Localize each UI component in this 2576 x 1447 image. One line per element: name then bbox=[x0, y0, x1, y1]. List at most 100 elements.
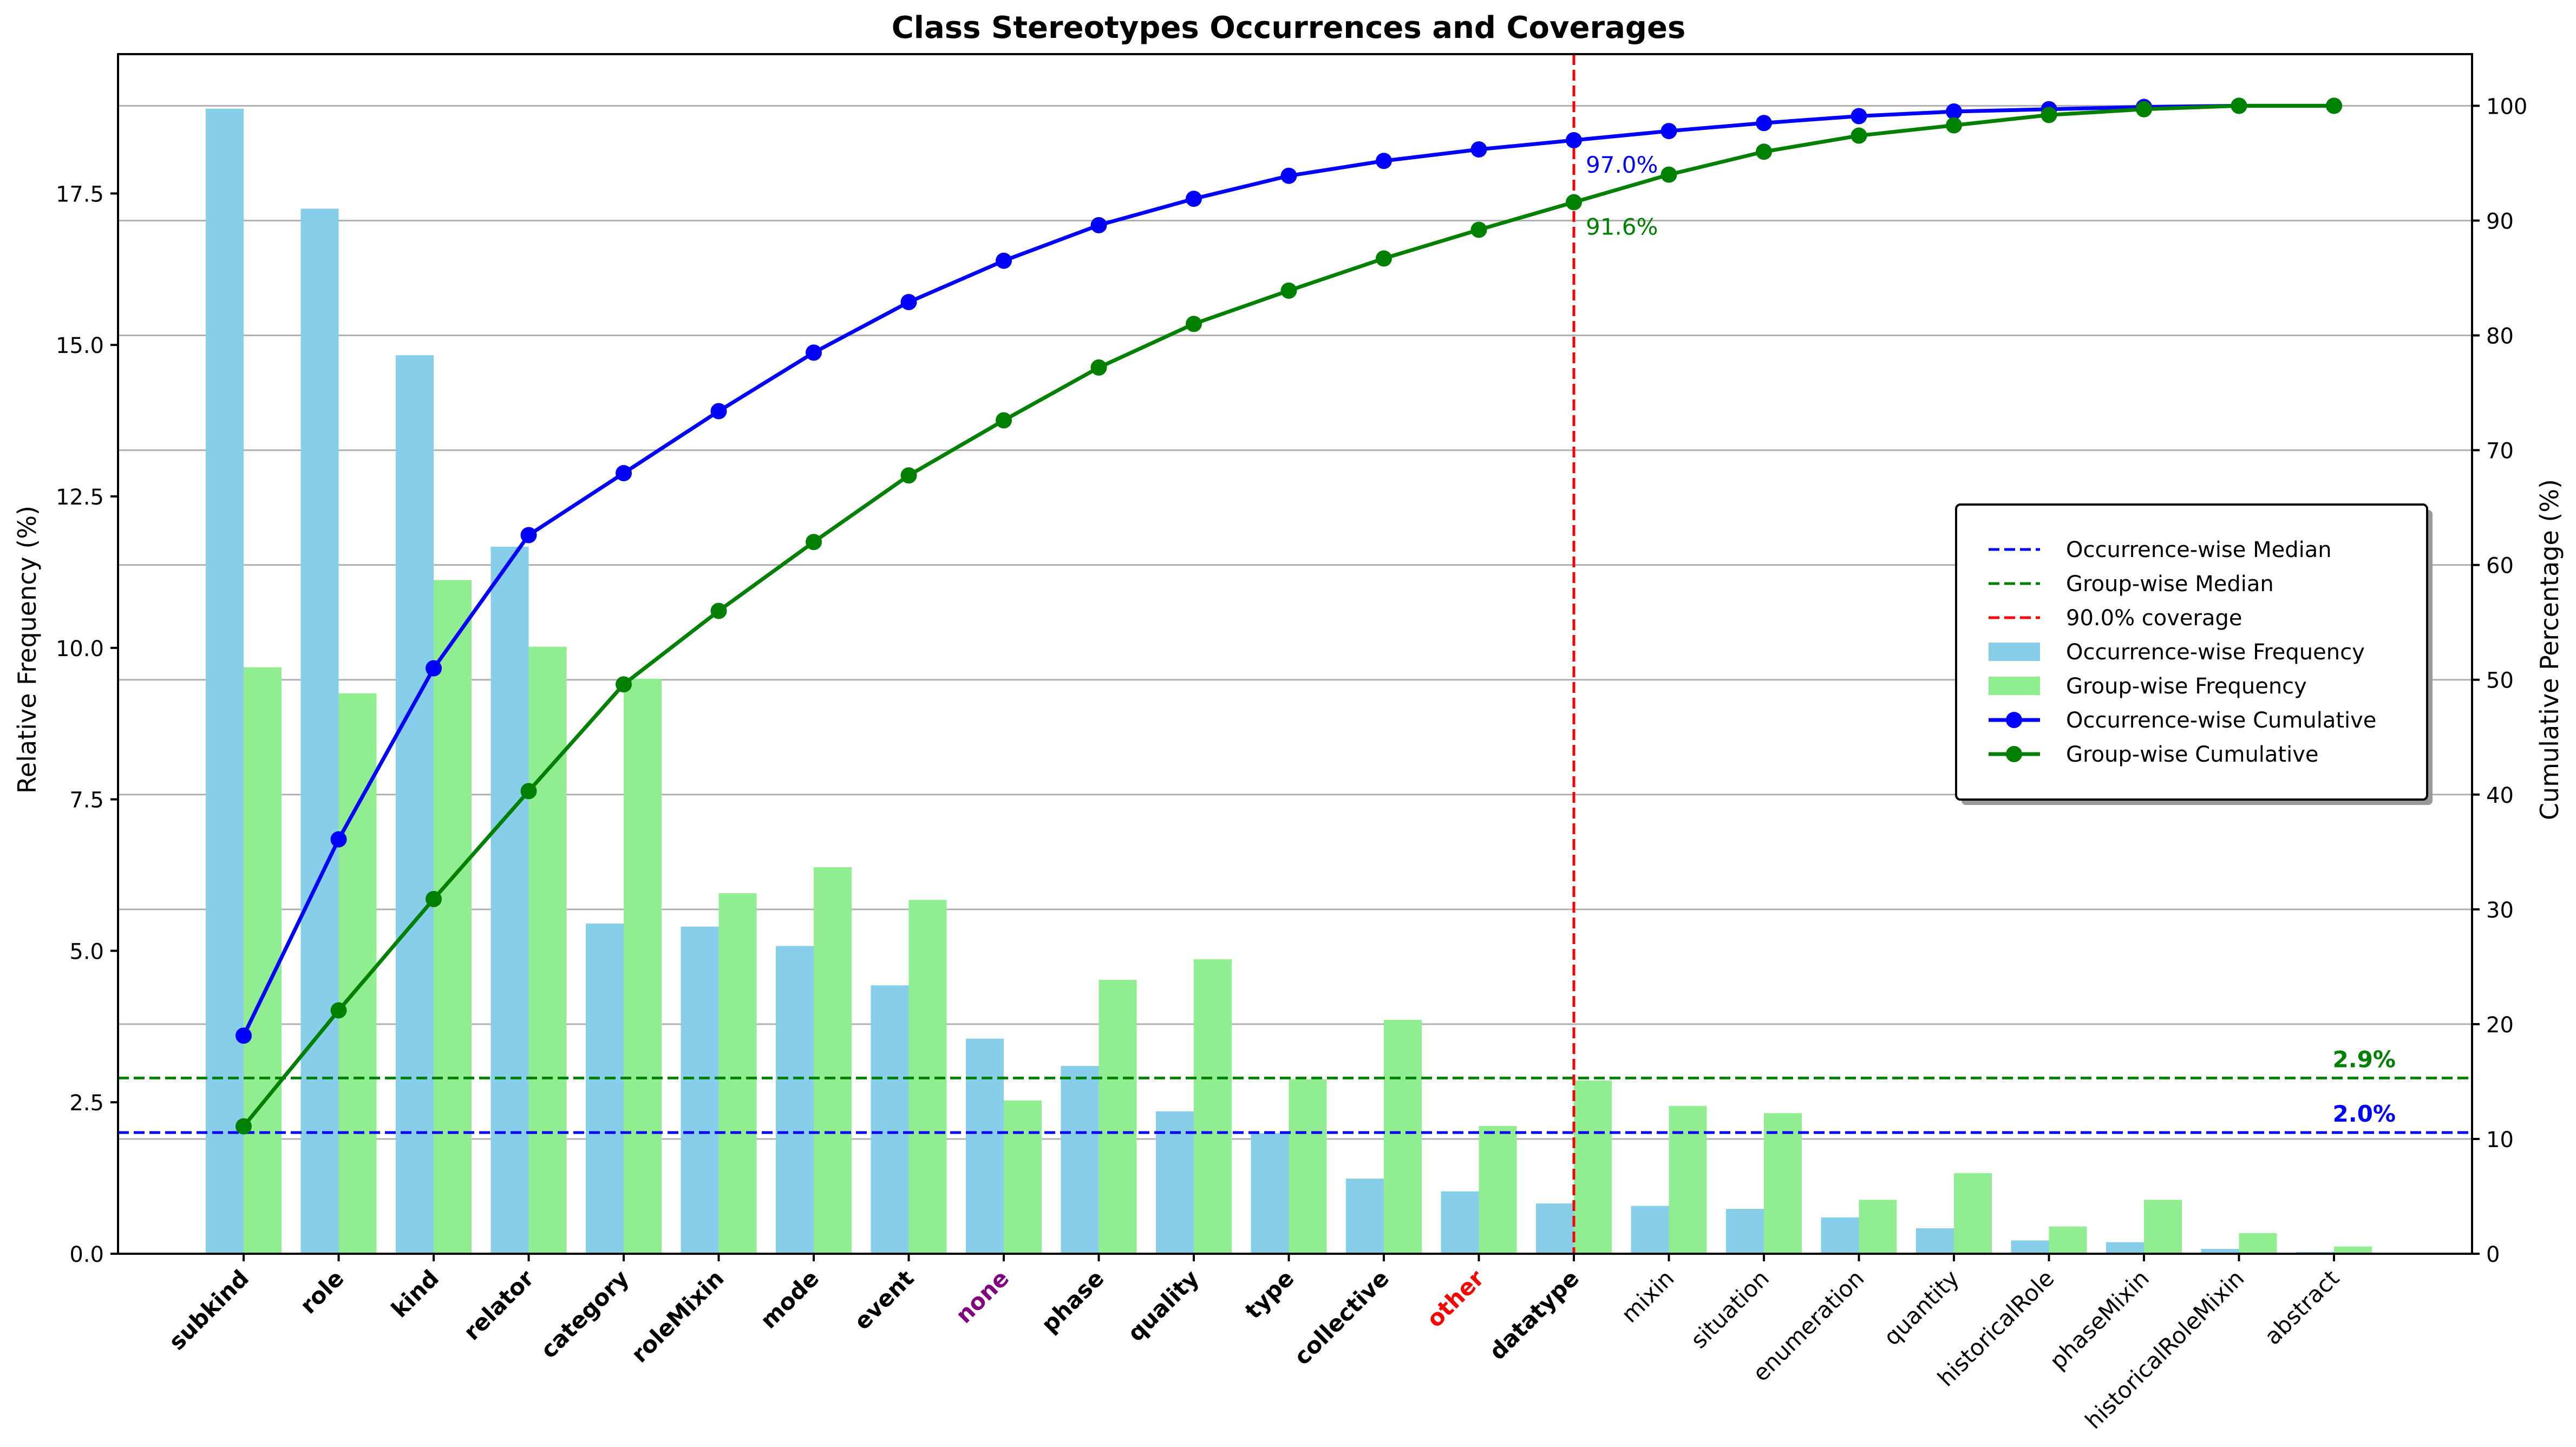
bar-occurrence-roleMixin bbox=[681, 926, 719, 1254]
bar-occurrence-historicalRoleMixin bbox=[2201, 1249, 2239, 1254]
point-occurrence-subkind bbox=[236, 1027, 252, 1044]
bar-group-phaseMixin bbox=[2144, 1200, 2182, 1254]
point-group-historicalRoleMixin bbox=[2231, 97, 2247, 114]
y2-tick-label: 100 bbox=[2486, 94, 2527, 119]
bar-occurrence-enumeration bbox=[1821, 1217, 1859, 1254]
bar-occurrence-historicalRole bbox=[2011, 1240, 2049, 1254]
reference-lines-layer: 2.0% 2.9% bbox=[118, 54, 2472, 1254]
plot-frame bbox=[117, 53, 2473, 1255]
y-tick-label: 15.0 bbox=[56, 333, 104, 358]
bar-occurrence-type bbox=[1251, 1133, 1289, 1254]
point-group-phase bbox=[1090, 359, 1107, 376]
bar-occurrence-kind bbox=[396, 355, 434, 1254]
y2-tick-label: 10 bbox=[2486, 1128, 2514, 1153]
point-occurrence-none bbox=[996, 252, 1012, 269]
bar-occurrence-phaseMixin bbox=[2106, 1242, 2144, 1254]
y-tick-label: 12.5 bbox=[56, 485, 104, 510]
bar-occurrence-situation bbox=[1726, 1209, 1764, 1254]
point-group-kind bbox=[426, 891, 442, 907]
reference-label: 2.9% bbox=[2333, 1046, 2396, 1072]
point-group-phaseMixin bbox=[2136, 101, 2152, 117]
legend-label: Occurrence-wise Median bbox=[2066, 538, 2332, 562]
legend-marker bbox=[1989, 643, 2040, 661]
bar-occurrence-category bbox=[586, 924, 624, 1254]
annotation-label: 97.0% bbox=[1586, 152, 1658, 178]
point-occurrence-phase bbox=[1090, 217, 1107, 233]
point-occurrence-situation bbox=[1756, 115, 1772, 132]
bar-group-roleMixin bbox=[718, 893, 757, 1254]
bar-occurrence-subkind bbox=[206, 108, 244, 1254]
y2-tick-label: 80 bbox=[2486, 324, 2514, 349]
bar-group-mode bbox=[814, 867, 852, 1254]
y-tick-label: 5.0 bbox=[69, 939, 104, 964]
point-occurrence-event bbox=[900, 294, 917, 311]
bar-group-none bbox=[1004, 1100, 1042, 1254]
bar-group-other bbox=[1479, 1125, 1517, 1254]
bar-group-type bbox=[1289, 1079, 1327, 1254]
point-group-type bbox=[1280, 282, 1297, 299]
cumulative-lines-layer: 97.0% 91.6% bbox=[236, 97, 2342, 1135]
bar-group-subkind bbox=[244, 667, 282, 1254]
bar-occurrence-mixin bbox=[1631, 1206, 1669, 1254]
bar-occurrence-relator bbox=[491, 546, 529, 1254]
point-occurrence-mixin bbox=[1660, 123, 1677, 140]
y-tick-label: 2.5 bbox=[69, 1091, 104, 1116]
bar-occurrence-datatype bbox=[1536, 1203, 1574, 1254]
bar-group-situation bbox=[1764, 1113, 1802, 1254]
reference-label: 2.0% bbox=[2333, 1101, 2396, 1127]
y2-tick-label: 0 bbox=[2486, 1242, 2500, 1267]
bar-group-mixin bbox=[1669, 1105, 1707, 1254]
point-group-enumeration bbox=[1851, 127, 1867, 144]
legend-marker-dot bbox=[2006, 712, 2022, 728]
bar-group-relator bbox=[528, 646, 567, 1254]
legend-label: 90.0% coverage bbox=[2066, 606, 2242, 631]
bar-group-quantity bbox=[1954, 1173, 1992, 1254]
bar-group-phase bbox=[1099, 980, 1137, 1254]
point-group-abstract bbox=[2326, 97, 2342, 114]
point-occurrence-quality bbox=[1186, 191, 1202, 207]
point-occurrence-enumeration bbox=[1851, 108, 1867, 125]
annotation-label: 91.6% bbox=[1586, 214, 1658, 240]
bars-layer bbox=[206, 108, 2372, 1254]
point-occurrence-category bbox=[616, 465, 632, 482]
point-occurrence-other bbox=[1470, 141, 1487, 158]
y2-tick-label: 40 bbox=[2486, 783, 2514, 808]
bar-group-abstract bbox=[2334, 1246, 2372, 1254]
y-tick-label: 7.5 bbox=[69, 788, 104, 813]
bar-occurrence-phase bbox=[1061, 1066, 1099, 1254]
point-group-mode bbox=[806, 534, 822, 551]
bar-group-category bbox=[624, 678, 662, 1254]
point-group-event bbox=[900, 467, 917, 484]
bar-occurrence-collective bbox=[1346, 1178, 1384, 1254]
y2-tick-label: 90 bbox=[2486, 209, 2514, 234]
bar-occurrence-quality bbox=[1156, 1111, 1194, 1254]
point-group-historicalRole bbox=[2041, 107, 2057, 123]
legend: Occurrence-wise Median Group-wise Median 9… bbox=[1955, 503, 2433, 805]
y-tick-label: 17.5 bbox=[56, 182, 104, 207]
point-group-role bbox=[330, 1002, 347, 1019]
y2-tick-label: 30 bbox=[2486, 898, 2514, 923]
point-occurrence-mode bbox=[806, 344, 822, 361]
point-occurrence-role bbox=[330, 831, 347, 848]
bar-occurrence-other bbox=[1441, 1191, 1479, 1254]
legend-box bbox=[1955, 503, 2428, 801]
point-group-mixin bbox=[1660, 166, 1677, 183]
y2-tick-label: 70 bbox=[2486, 439, 2514, 464]
point-occurrence-collective bbox=[1376, 153, 1392, 169]
point-group-situation bbox=[1756, 143, 1772, 160]
point-group-relator bbox=[520, 783, 537, 800]
legend-marker bbox=[1989, 677, 2040, 695]
bar-group-quality bbox=[1194, 959, 1232, 1254]
point-group-datatype bbox=[1566, 194, 1582, 211]
y-tick-label: 0.0 bbox=[69, 1242, 104, 1267]
legend-label: Group-wise Median bbox=[2066, 572, 2274, 597]
bar-group-collective bbox=[1384, 1019, 1422, 1254]
point-group-none bbox=[996, 412, 1012, 429]
bar-group-datatype bbox=[1574, 1080, 1612, 1254]
bar-occurrence-event bbox=[871, 985, 909, 1254]
bar-group-kind bbox=[434, 580, 472, 1254]
legend-marker-dot bbox=[2006, 746, 2022, 762]
bar-group-historicalRoleMixin bbox=[2239, 1233, 2277, 1254]
